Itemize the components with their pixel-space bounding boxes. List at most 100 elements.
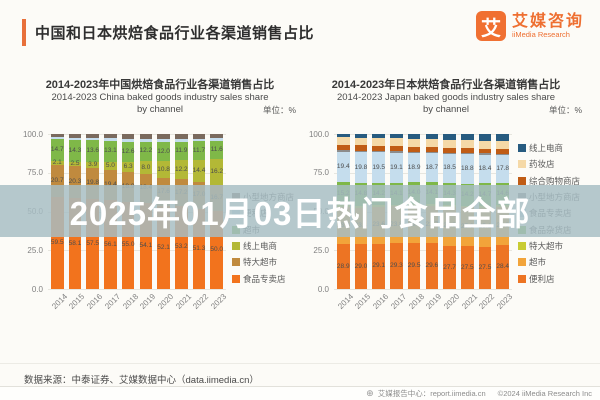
bar-segment: 14.7 (51, 138, 64, 162)
bar-segment (461, 134, 474, 141)
y-tick-label: 25.0 (313, 245, 329, 255)
bar-segment (390, 146, 403, 152)
bar-segment (157, 139, 170, 142)
segment-value-label: 29.6 (425, 262, 439, 270)
x-tick-label: 2020 (442, 292, 462, 311)
bar-segment (354, 150, 368, 153)
report-center-text: 艾媒报告中心：report.iimedia.cn (377, 389, 486, 398)
bar-segment (496, 149, 509, 154)
x-tick-label: 2017 (389, 292, 409, 311)
legend-swatch (518, 160, 526, 169)
legend-label: 线上电商 (529, 142, 564, 153)
bar-segment: 19.5 (372, 152, 386, 183)
bar-segment (68, 137, 82, 140)
segment-value-label: 58.1 (68, 239, 82, 247)
x-tick-label: 2016 (371, 292, 391, 311)
bar-segment: 28.4 (496, 245, 509, 289)
bar-segment (407, 138, 421, 147)
x-tick: 2016 (85, 289, 104, 319)
bar-segment: 12.2 (174, 160, 188, 180)
segment-value-label: 17.8 (496, 164, 510, 172)
bar-segment (425, 146, 439, 152)
segment-value-label: 3.9 (88, 160, 98, 168)
x-tick-label: 2020 (156, 292, 176, 311)
segment-value-label: 18.5 (443, 164, 456, 172)
bar-segment: 11.7 (192, 141, 206, 160)
segment-value-label: 19.4 (336, 162, 350, 170)
bar-segment: 3.9 (86, 160, 99, 168)
bar-segment (104, 138, 117, 141)
legend-item: 特大超市 (232, 256, 300, 268)
bar-segment (337, 134, 350, 138)
x-tick: 2015 (68, 289, 87, 319)
bar-segment (443, 152, 456, 155)
bar-segment (51, 136, 64, 139)
x-tick-label: 2021 (173, 292, 193, 311)
y-tick-label: 75.0 (27, 168, 43, 178)
y-tick-label: 100.0 (308, 129, 329, 139)
bar-segment: 13.6 (86, 140, 99, 162)
legend-label: 药妆店 (529, 159, 555, 170)
bar-segment (157, 134, 170, 140)
bar-segment (461, 152, 474, 155)
x-tick-label: 2018 (120, 292, 140, 311)
legend-swatch (518, 242, 526, 251)
segment-value-label: 53.2 (174, 243, 188, 251)
segment-value-label: 12.2 (139, 147, 153, 155)
bar-segment: 29.6 (425, 243, 439, 289)
iimedia-logo: 艾 艾媒咨询 iiMedia Research (475, 11, 584, 41)
x-tick: 2020 (442, 289, 461, 319)
bar-segment (175, 138, 188, 142)
legend-label: 超市 (529, 257, 547, 268)
segment-value-label: 13.1 (104, 147, 117, 155)
bar-segment (354, 137, 368, 146)
segment-value-label: 55.0 (121, 241, 135, 249)
segment-value-label: 19.8 (86, 179, 100, 187)
grid-line (334, 172, 512, 174)
x-tick-label: 2022 (477, 292, 497, 311)
legend-swatch (518, 274, 526, 283)
bar-segment: 18.9 (408, 153, 420, 183)
chart-title-zh: 2014-2023年中国烘焙食品行业各渠道销售占比 (45, 79, 275, 91)
bar-segment: 29.3 (390, 243, 403, 289)
legend-swatch (518, 258, 526, 267)
x-tick: 2022 (192, 289, 211, 319)
chart-title-en-2: by channel 单位：% (423, 104, 582, 115)
x-tick: 2022 (478, 289, 497, 319)
x-tick: 2021 (460, 289, 479, 319)
bar-segment (372, 137, 385, 146)
bar-segment (86, 134, 99, 139)
segment-value-label: 19.5 (372, 163, 386, 171)
segment-value-label: 50.0 (210, 245, 224, 253)
segment-value-label: 12.2 (174, 165, 188, 173)
y-tick-label: 75.0 (313, 168, 329, 178)
segment-value-label: 29.3 (390, 262, 403, 270)
x-tick-label: 2021 (459, 292, 479, 311)
x-tick-label: 2019 (424, 292, 444, 311)
x-tick: 2017 (389, 289, 408, 319)
bar-segment: 18.5 (443, 154, 456, 183)
bar-segment (478, 134, 492, 141)
x-tick-label: 2019 (138, 292, 158, 311)
bar-segment (51, 134, 64, 137)
bar-segment: 29.0 (355, 244, 367, 289)
x-tick-label: 2015 (353, 292, 373, 311)
x-axis: 2014 2015 2016 2017 2018 2019 2020 2021 2022 2023 (48, 289, 228, 319)
bar-segment: 12.2 (139, 141, 153, 162)
segment-value-label: 19.8 (354, 163, 368, 171)
x-tick: 2017 (103, 289, 122, 319)
bar-segment: 27.5 (461, 246, 474, 289)
x-tick: 2023 (495, 289, 514, 319)
bar-segment (443, 139, 456, 148)
bar-segment (390, 151, 403, 153)
grid-line (334, 134, 512, 135)
footer-bar: ⊕ 艾媒报告中心：report.iimedia.cn ©2024 iiMedia… (0, 386, 600, 400)
bar-segment (372, 145, 385, 151)
legend-item: 超市 (518, 256, 586, 268)
legend-swatch (518, 143, 526, 152)
legend-label: 特大超市 (243, 257, 278, 268)
grid-line (48, 172, 226, 174)
bar-segment (478, 148, 492, 154)
segment-value-label: 12.6 (121, 147, 135, 155)
legend-item: 线上电商 (518, 142, 586, 154)
